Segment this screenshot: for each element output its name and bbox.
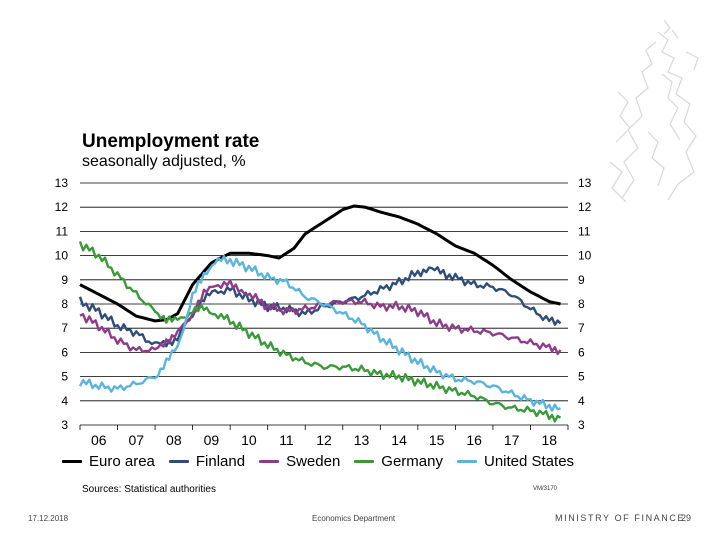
- legend-swatch: [456, 460, 477, 463]
- legend-item-germany: Germany: [354, 453, 443, 470]
- y-tick-label-left: 12: [55, 200, 69, 214]
- legend-swatch: [62, 460, 82, 463]
- y-tick-label-left: 8: [61, 297, 68, 311]
- y-tick-label-left: 13: [55, 176, 69, 190]
- legend-label: United States: [483, 453, 575, 470]
- series-line-sweden: [79, 279, 562, 356]
- lion-crest-icon: [609, 19, 699, 203]
- y-tick-label-right: 8: [578, 297, 585, 311]
- y-tick-label-left: 4: [61, 394, 68, 408]
- legend-swatch: [259, 460, 280, 463]
- legend-label: Finland: [195, 453, 246, 470]
- legend-swatch: [354, 460, 375, 463]
- series-line-euro-area: [79, 204, 561, 323]
- y-tick-label-right: 5: [578, 370, 585, 384]
- legend-label: Sweden: [286, 453, 341, 470]
- axes: [79, 425, 569, 430]
- chart-code: VM/3170: [533, 486, 558, 492]
- legend-label: Euro area: [89, 453, 155, 470]
- y-tick-label-right: 13: [578, 176, 592, 190]
- x-tick-label: 08: [166, 432, 182, 448]
- legend: Euro area Finland Sweden Germany United …: [62, 453, 588, 470]
- x-tick-label: 18: [541, 432, 557, 448]
- series-line-united-states: [78, 255, 561, 412]
- legend-item-united-states: United States: [456, 453, 575, 470]
- series-line-germany: [78, 241, 562, 423]
- y-tick-label-right: 9: [578, 273, 585, 287]
- footer-ministry: MINISTRY OF FINANCE: [555, 513, 686, 523]
- y-tick-label-left: 3: [61, 418, 68, 432]
- x-tick-label: 06: [91, 432, 107, 448]
- x-tick-label: 09: [204, 432, 220, 448]
- x-tick-label: 15: [429, 432, 445, 448]
- x-tick-label: 13: [354, 432, 370, 448]
- x-tick-label: 12: [316, 432, 332, 448]
- legend-item-euro-area: Euro area: [62, 453, 155, 470]
- y-tick-label-right: 7: [578, 321, 585, 335]
- legend-item-sweden: Sweden: [259, 453, 340, 470]
- y-tick-label-right: 3: [578, 418, 585, 432]
- y-tick-label-left: 11: [56, 224, 69, 238]
- chart-source: Sources: Statistical authorities: [82, 484, 216, 495]
- y-tick-label-right: 12: [578, 200, 592, 214]
- y-tick-label-left: 9: [61, 273, 68, 287]
- series-lines: [78, 204, 562, 423]
- x-tick-label: 07: [129, 432, 145, 448]
- chart-subtitle: seasonally adjusted, %: [82, 153, 246, 170]
- y-tick-label-left: 6: [61, 345, 68, 359]
- x-tick-label: 11: [279, 432, 294, 448]
- tick-labels: 3 3 4 4 5 5 6 6 7 7 8 8 9 9 10 10 11 11 12 12 13 13 06 07 08 09 10…: [55, 176, 592, 448]
- y-tick-label-right: 11: [578, 224, 591, 238]
- chart-title: Unemployment rate: [82, 131, 260, 152]
- footer-date: 17.12.2018: [28, 514, 69, 523]
- legend-item-finland: Finland: [168, 453, 246, 470]
- footer-page-number: 29: [681, 513, 692, 523]
- y-tick-label-left: 10: [55, 249, 69, 263]
- y-tick-label-right: 10: [578, 249, 592, 263]
- x-tick-label: 10: [241, 432, 257, 448]
- x-tick-label: 14: [391, 432, 407, 448]
- y-tick-label-right: 6: [578, 345, 585, 359]
- x-tick-label: 17: [504, 432, 520, 448]
- footer-department: Economics Department: [312, 514, 396, 523]
- y-tick-label-right: 4: [578, 394, 585, 408]
- y-tick-label-left: 7: [61, 321, 68, 335]
- legend-label: Germany: [381, 453, 443, 470]
- y-tick-label-left: 5: [61, 370, 68, 384]
- legend-swatch: [168, 460, 189, 463]
- x-tick-label: 16: [466, 432, 482, 448]
